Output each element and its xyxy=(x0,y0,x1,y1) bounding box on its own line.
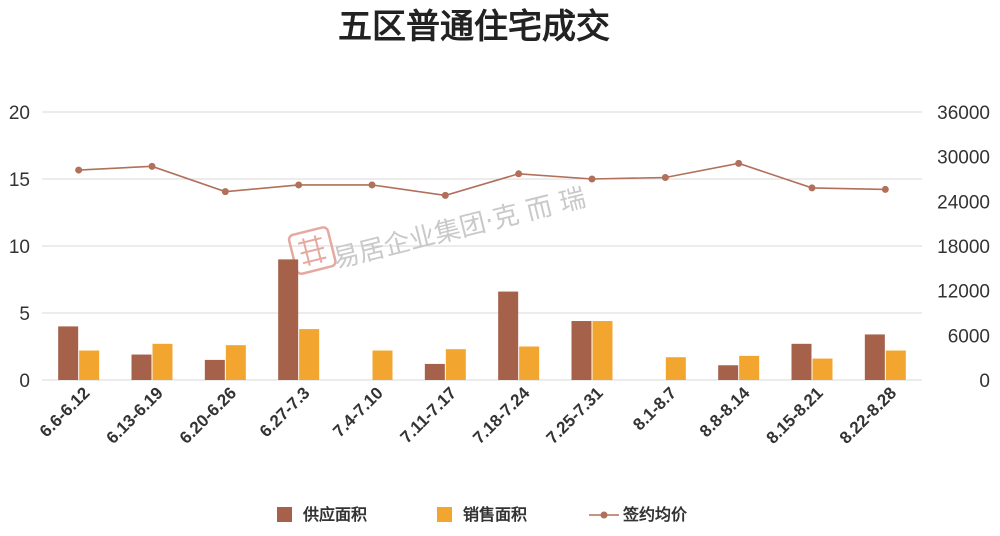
y-left-tick-label: 15 xyxy=(9,170,30,191)
bar-sales xyxy=(299,329,320,380)
x-tick-label: 6.20-6.26 xyxy=(176,383,240,447)
bar-sales xyxy=(739,355,760,380)
bar-supply xyxy=(864,334,885,380)
bar-sales xyxy=(665,357,686,380)
watermark-text: 易居企业集团·克 而 瑞 xyxy=(330,183,588,275)
price-point xyxy=(735,159,743,167)
bar-sales xyxy=(885,350,906,380)
price-line xyxy=(75,159,889,199)
bar-supply xyxy=(424,363,445,380)
bar-supply xyxy=(204,359,225,380)
x-tick-label: 8.8-8.14 xyxy=(696,383,754,441)
grid-lines xyxy=(42,111,922,381)
bar-supply xyxy=(278,259,299,380)
price-point xyxy=(75,166,83,174)
x-tick-label: 6.6-6.12 xyxy=(36,383,94,441)
y-right-tick-label: 12000 xyxy=(937,282,990,303)
y-right-tick-label: 36000 xyxy=(937,103,990,124)
legend-swatch xyxy=(437,507,452,522)
price-point xyxy=(588,175,596,183)
x-tick-label: 7.11-7.17 xyxy=(397,383,461,447)
bar-sales xyxy=(445,349,466,380)
y-right-tick-label: 0 xyxy=(979,371,990,392)
bar-sales xyxy=(812,358,833,380)
bar-sales xyxy=(152,343,173,380)
price-point xyxy=(295,181,303,189)
bars xyxy=(58,259,906,380)
x-tick-label: 8.15-8.21 xyxy=(763,383,827,447)
x-tick-label: 8.22-8.28 xyxy=(836,383,900,447)
bar-sales xyxy=(225,345,246,380)
bar-supply xyxy=(571,321,592,380)
price-series-line xyxy=(78,162,886,197)
watermark: 易居企业集团·克 而 瑞 xyxy=(287,183,589,276)
x-tick-label: 7.4-7.10 xyxy=(329,383,387,441)
y-right-tick-label: 30000 xyxy=(937,148,990,169)
bar-supply xyxy=(131,354,152,380)
legend-label: 签约均价 xyxy=(622,505,688,524)
bar-sales xyxy=(372,350,393,380)
y-right-tick-label: 18000 xyxy=(937,237,990,258)
x-tick-label: 6.13-6.19 xyxy=(103,383,167,447)
price-point xyxy=(808,184,816,192)
y-left-tick-label: 5 xyxy=(19,304,30,325)
y-axis-left: 0 5 10 15 20 xyxy=(9,103,30,392)
bar-supply xyxy=(791,343,812,380)
bar-sales xyxy=(79,350,100,380)
x-tick-label: 7.25-7.31 xyxy=(543,383,607,447)
y-right-tick-label: 24000 xyxy=(937,192,990,213)
y-right-tick-label: 6000 xyxy=(948,326,990,347)
price-point xyxy=(661,174,669,182)
watermark-seal xyxy=(287,226,337,276)
bar-supply xyxy=(718,365,739,380)
price-point xyxy=(368,181,376,189)
legend-swatch-marker xyxy=(600,511,608,519)
legend: 供应面积 销售面积 签约均价 xyxy=(277,505,688,524)
legend-label: 供应面积 xyxy=(302,505,367,524)
x-axis: 6.6-6.12 6.13-6.19 6.20-6.26 6.27-7.3 7.4-7.… xyxy=(36,383,900,448)
bar-supply xyxy=(498,291,519,380)
chart-title: 五区普通住宅成交 xyxy=(338,7,610,47)
x-tick-label: 6.27-7.3 xyxy=(256,383,314,441)
bar-supply xyxy=(58,326,79,380)
x-tick-label: 7.18-7.24 xyxy=(469,383,534,448)
price-point xyxy=(441,191,449,199)
x-tick-label: 8.1-8.7 xyxy=(629,383,680,434)
price-point xyxy=(148,162,156,170)
legend-label: 销售面积 xyxy=(463,505,527,524)
price-point xyxy=(221,188,229,196)
price-point xyxy=(881,185,889,193)
y-left-tick-label: 10 xyxy=(9,237,30,258)
price-point xyxy=(515,170,523,178)
bar-sales xyxy=(519,346,540,380)
legend-swatch xyxy=(277,507,292,522)
y-axis-right: 0 6000 12000 18000 24000 30000 36000 xyxy=(937,103,990,392)
bar-sales xyxy=(592,321,613,380)
y-left-tick-label: 0 xyxy=(19,371,30,392)
y-left-tick-label: 20 xyxy=(9,103,30,124)
